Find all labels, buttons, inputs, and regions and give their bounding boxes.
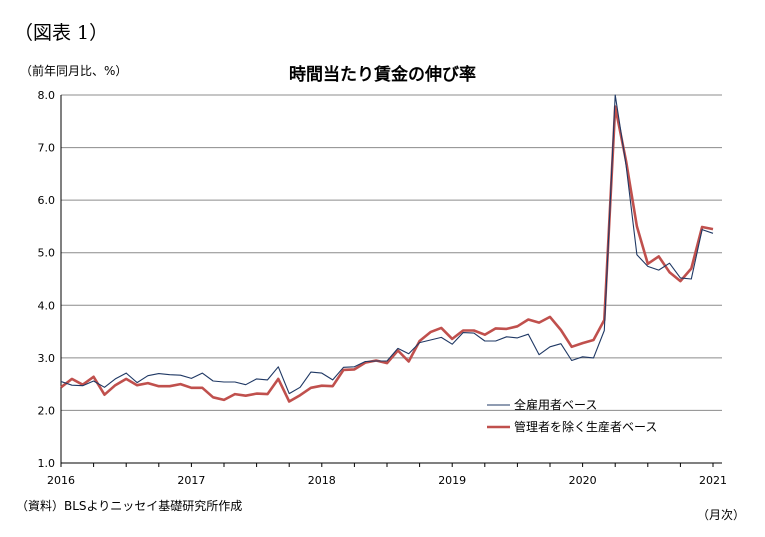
y-unit-label: （前年同月比、%） — [20, 64, 128, 78]
x-tick-label: 2018 — [308, 474, 336, 487]
x-tick-label: 2017 — [177, 474, 205, 487]
axes — [60, 95, 722, 467]
chart-title: 時間当たり賃金の伸び率 — [289, 65, 476, 85]
series-line-production — [60, 105, 714, 403]
legend-label-production: 管理者を除く生産者ベース — [514, 419, 657, 434]
x-tick-label: 2021 — [699, 474, 727, 487]
x-tick-label: 2020 — [569, 474, 597, 487]
y-tick-label: 6.0 — [38, 194, 56, 207]
grid-lines — [61, 94, 722, 411]
series-line-all-employees — [60, 94, 714, 395]
y-tick-label: 1.0 — [38, 457, 56, 470]
x-tick-label: 2016 — [47, 474, 75, 487]
y-axis-ticks: 1.0 2.0 3.0 4.0 5.0 6.0 7.0 8.0 — [38, 89, 56, 470]
y-tick-label: 5.0 — [38, 247, 56, 260]
y-tick-label: 2.0 — [38, 404, 56, 417]
y-tick-label: 8.0 — [38, 89, 56, 102]
y-tick-label: 3.0 — [38, 352, 56, 365]
x-unit-label: （月次） — [697, 508, 746, 522]
figure-label: （図表 1） — [14, 22, 109, 44]
y-tick-label: 4.0 — [38, 299, 56, 312]
y-tick-label: 7.0 — [38, 142, 56, 155]
series-lines — [60, 94, 714, 403]
source-note: （資料）BLSよりニッセイ基礎研究所作成 — [16, 499, 243, 513]
x-tick-label: 2019 — [438, 474, 466, 487]
x-axis-ticks: 2016 2017 2018 2019 2020 2021 — [47, 474, 727, 487]
legend-label-all-employees: 全雇用者ベース — [514, 397, 597, 412]
